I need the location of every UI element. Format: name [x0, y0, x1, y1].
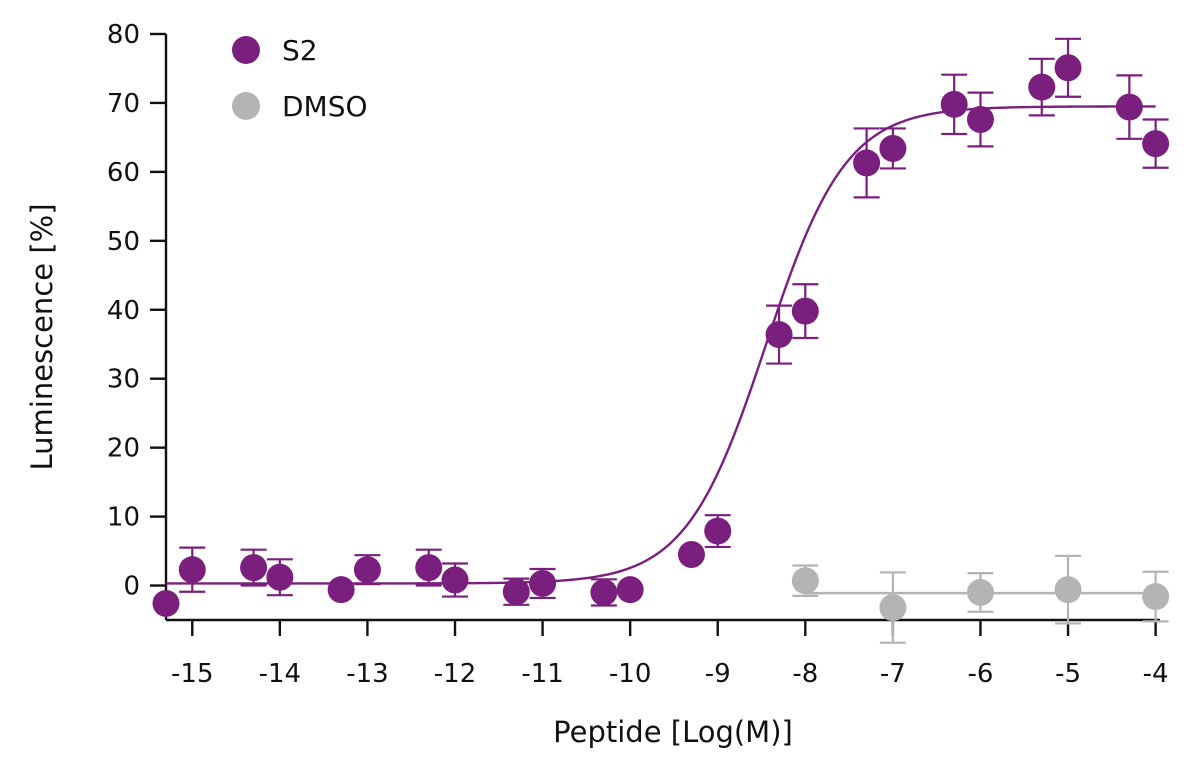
- data-point-s2: [879, 134, 907, 162]
- data-point-s2: [590, 578, 618, 606]
- data-point-s2: [677, 541, 705, 569]
- y-tick-label: 70: [107, 89, 140, 119]
- data-point-s2: [791, 297, 819, 325]
- data-point-s2: [940, 90, 968, 118]
- data-point-dmso: [879, 594, 907, 622]
- y-tick-label: 40: [107, 296, 140, 326]
- x-tick-label: -5: [1055, 659, 1081, 689]
- x-tick-label: -15: [171, 659, 213, 689]
- data-point-s2: [529, 569, 557, 597]
- y-axis-title: Luminescence [%]: [25, 203, 59, 470]
- y-tick-label: 60: [107, 158, 140, 188]
- y-tick-label: 30: [107, 365, 140, 395]
- fit-curves: [166, 105, 1156, 595]
- x-tick-label: -11: [521, 659, 563, 689]
- x-tick-label: -12: [434, 659, 476, 689]
- legend: S2 DMSO: [232, 34, 368, 123]
- data-point-s2: [240, 554, 268, 582]
- data-point-dmso: [966, 578, 994, 606]
- x-tick-label: -14: [259, 659, 301, 689]
- legend-marker-s2: [232, 36, 260, 64]
- data-point-s2: [415, 554, 443, 582]
- data-point-s2: [327, 576, 355, 604]
- data-point-s2: [853, 149, 881, 177]
- x-tick-label: -13: [346, 659, 388, 689]
- x-axis-title: Peptide [Log(M)]: [553, 715, 793, 749]
- y-tick-label: 80: [107, 20, 140, 50]
- data-marks: [152, 37, 1170, 644]
- data-point-s2: [266, 563, 294, 591]
- data-point-s2: [1115, 93, 1143, 121]
- data-point-s2: [178, 556, 206, 584]
- data-point-dmso: [791, 567, 819, 595]
- data-point-s2: [353, 556, 381, 584]
- y-tick-label: 0: [123, 572, 140, 602]
- x-tick-label: -4: [1143, 659, 1169, 689]
- data-point-s2: [966, 105, 994, 133]
- data-point-s2: [1054, 54, 1082, 82]
- y-tick-label: 20: [107, 434, 140, 464]
- data-point-s2: [441, 566, 469, 594]
- axes: 0 10 20 30 40 50 60 70 80 -15 -14 -13 -12 -11 -10 -9 -8 -…: [25, 20, 1169, 749]
- x-tick-label: -8: [792, 659, 818, 689]
- y-tick-label: 10: [107, 503, 140, 533]
- x-tick-label: -9: [705, 659, 731, 689]
- x-tick-label: -10: [609, 659, 651, 689]
- x-tick-label: -6: [967, 659, 993, 689]
- fit-curve-s2: [166, 105, 1156, 585]
- data-point-dmso: [1054, 576, 1082, 604]
- legend-label-dmso: DMSO: [282, 90, 368, 123]
- legend-marker-dmso: [232, 92, 260, 120]
- data-point-s2: [704, 517, 732, 545]
- y-tick-label: 50: [107, 227, 140, 257]
- data-point-s2: [1142, 130, 1170, 158]
- data-point-dmso: [1142, 583, 1170, 611]
- data-point-s2: [502, 578, 530, 606]
- data-point-s2: [765, 321, 793, 349]
- x-tick-label: -7: [880, 659, 906, 689]
- data-point-s2: [152, 589, 180, 617]
- data-point-s2: [1028, 73, 1056, 101]
- data-point-s2: [616, 576, 644, 604]
- legend-label-s2: S2: [282, 34, 318, 67]
